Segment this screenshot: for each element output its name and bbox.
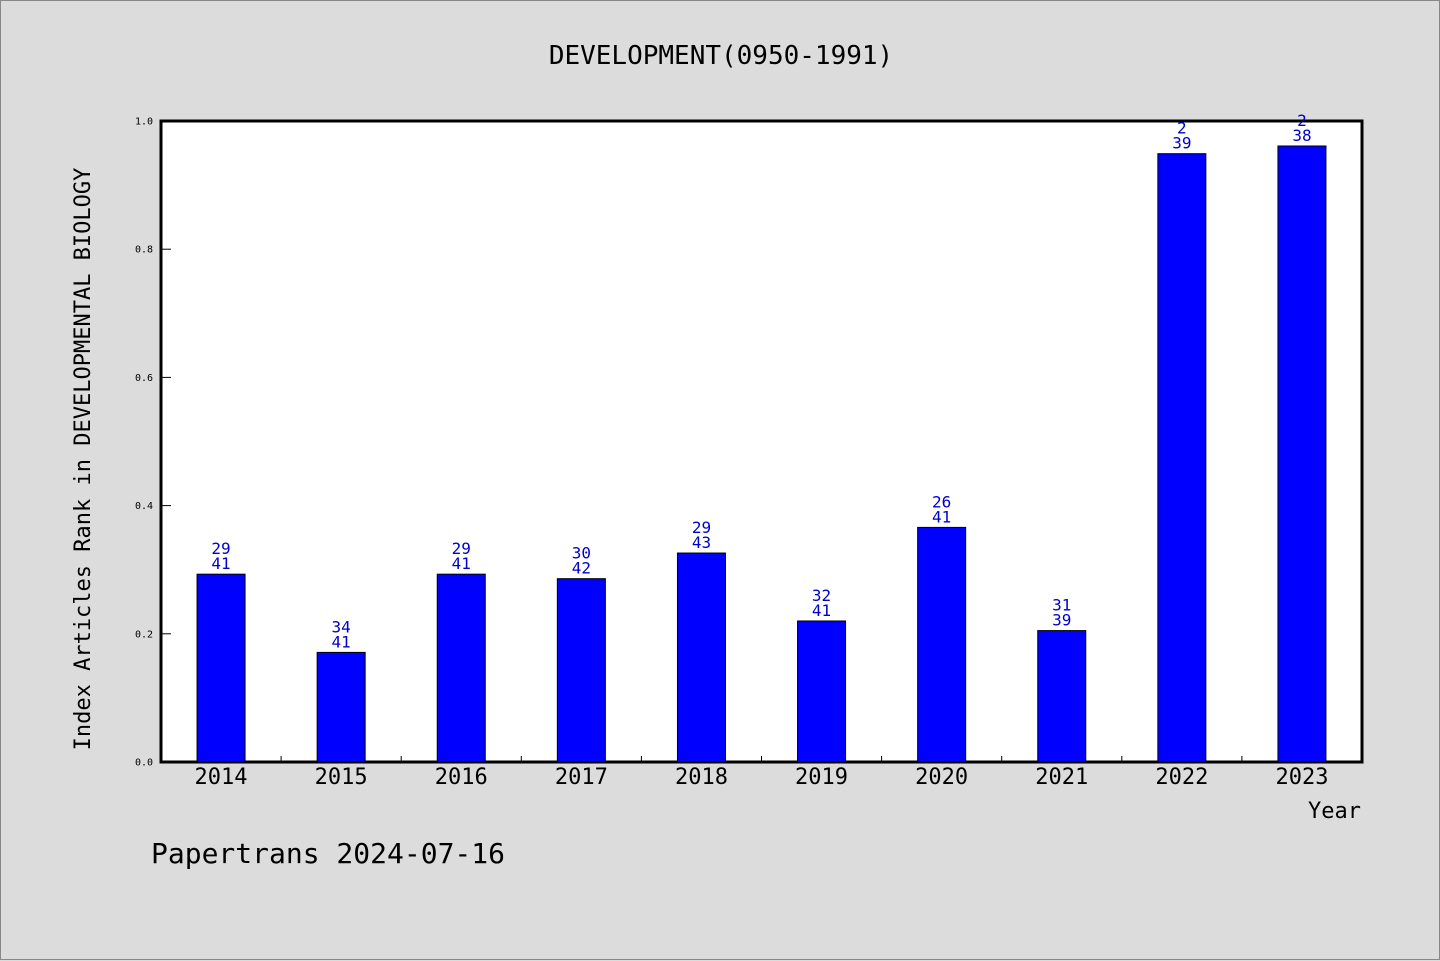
x-tick-label: 2022 (1155, 765, 1208, 790)
y-tick-label: 0.6 (135, 373, 153, 384)
bar-label-bottom: 41 (332, 632, 351, 651)
bar-label-top: 2 (1177, 119, 1187, 138)
x-tick-label: 2020 (915, 765, 968, 790)
y-axis-label: Index Articles Rank in DEVELOPMENTAL BIO… (71, 168, 96, 751)
bar-2021 (1037, 630, 1087, 763)
x-tick-label: 2021 (1035, 765, 1088, 790)
y-tick-label: 1.0 (135, 117, 153, 128)
bar-label-top: 32 (812, 586, 831, 605)
x-axis: 2014 2015 2016 2017 2018 2019 2020 2021 2022 2023 (195, 756, 1328, 790)
bar-label-bottom: 41 (452, 554, 471, 573)
x-tick-label: 2014 (195, 765, 248, 790)
bar-label-top: 29 (211, 539, 230, 558)
x-tick-label: 2019 (795, 765, 848, 790)
bar-label-bottom: 42 (572, 559, 591, 578)
bar-2016 (436, 573, 486, 763)
bar-label-bottom: 38 (1292, 126, 1311, 145)
footer-credit: Papertrans 2024-07-16 (151, 837, 505, 870)
bar-2022 (1157, 153, 1207, 763)
bar-label-top: 31 (1052, 596, 1071, 615)
bar-label-top: 2 (1297, 111, 1307, 130)
bar-label-bottom: 39 (1172, 134, 1191, 153)
bar-label-top: 29 (692, 518, 711, 537)
bar-label-top: 26 (932, 492, 951, 511)
x-tick-label: 2023 (1275, 765, 1328, 790)
x-tick-label: 2018 (675, 765, 728, 790)
y-axis: 0.0 0.2 0.4 0.6 0.8 1.0 (135, 117, 171, 769)
x-tick-label: 2016 (435, 765, 488, 790)
x-tick-label: 2015 (315, 765, 368, 790)
x-tick-label: 2017 (555, 765, 608, 790)
bar-label-top: 30 (572, 544, 591, 563)
y-tick-label: 0.4 (135, 501, 153, 512)
bars-group (196, 145, 1327, 763)
bar-2015 (316, 651, 366, 763)
bar-label-top: 29 (452, 539, 471, 558)
bar-2023 (1277, 145, 1327, 763)
x-axis-label: Year (1308, 799, 1361, 824)
bar-label-bottom: 39 (1052, 611, 1071, 630)
bar-2014 (196, 573, 246, 763)
bar-label-bottom: 41 (932, 507, 951, 526)
bar-2020 (917, 526, 967, 763)
y-tick-label: 0.8 (135, 245, 153, 256)
bar-label-top: 34 (332, 617, 351, 636)
bar-label-bottom: 41 (211, 554, 230, 573)
bar-2017 (556, 578, 606, 763)
y-tick-label: 0.2 (135, 629, 153, 640)
bar-label-bottom: 41 (812, 601, 831, 620)
chart-title: DEVELOPMENT(0950-1991) (549, 41, 893, 71)
bar-2018 (676, 552, 726, 763)
bar-2019 (797, 620, 847, 763)
y-tick-label: 0.0 (135, 758, 153, 769)
bar-label-bottom: 43 (692, 533, 711, 552)
